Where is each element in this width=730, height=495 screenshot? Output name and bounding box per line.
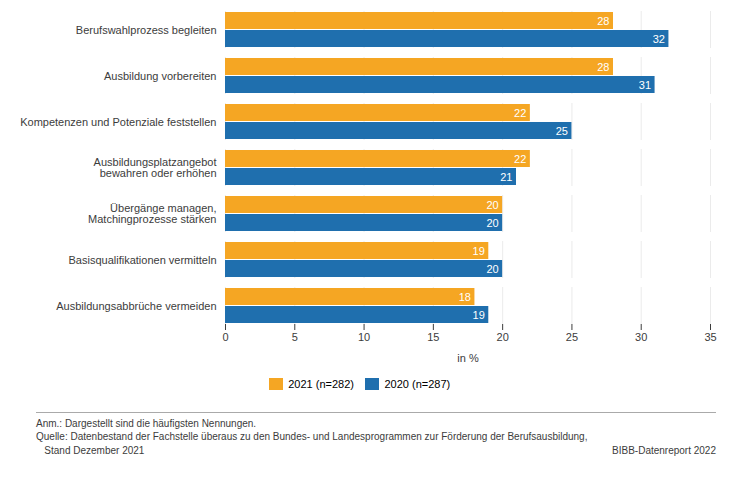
svg-text:Ausbildung vorbereiten: Ausbildung vorbereiten (104, 70, 217, 82)
svg-text:30: 30 (635, 331, 647, 343)
svg-text:Ausbildungsplatzangebotbewahre: Ausbildungsplatzangebotbewahren oder erh… (94, 156, 217, 179)
html-text:2020 (n=287): 2020 (n=287) (384, 377, 451, 390)
svg-text:10: 10 (358, 331, 370, 343)
html-text:Quelle: Datenbestand der Fachs: Quelle: Datenbestand der Fachstelle über… (36, 431, 588, 442)
svg-text:in %: in % (457, 352, 479, 364)
svg-text:20: 20 (486, 263, 498, 275)
svg-text:22: 22 (514, 153, 526, 165)
svg-text:22: 22 (514, 107, 526, 119)
svg-text:25: 25 (556, 125, 568, 137)
svg-text:20: 20 (486, 217, 498, 229)
svg-text:0: 0 (222, 331, 228, 343)
html-text:BIBB-Datenreport 2022: BIBB-Datenreport 2022 (612, 444, 716, 456)
svg-text:18: 18 (459, 291, 471, 303)
html-text:Anm.: Dargestellt sind die häu: Anm.: Dargestellt sind die häufigsten Ne… (36, 417, 257, 429)
svg-text:28: 28 (597, 15, 609, 27)
svg-text:Basisqualifikationen vermittel: Basisqualifikationen vermitteln (69, 254, 217, 266)
svg-text:31: 31 (639, 79, 651, 91)
svg-text:32: 32 (653, 33, 665, 45)
html-text:2021 (n=282): 2021 (n=282) (288, 377, 354, 390)
svg-text:Kompetenzen und Potenziale fes: Kompetenzen und Potenziale feststellen (20, 116, 216, 128)
svg-text:20: 20 (486, 199, 498, 211)
svg-text:25: 25 (566, 331, 578, 343)
svg-text:28: 28 (597, 61, 609, 73)
svg-text:Ausbildungsabbrüche vermeiden: Ausbildungsabbrüche vermeiden (56, 300, 216, 312)
svg-text:5: 5 (292, 331, 298, 343)
svg-text:35: 35 (704, 331, 716, 343)
svg-text:Berufswahlprozess begleiten: Berufswahlprozess begleiten (76, 24, 217, 36)
svg-text:19: 19 (473, 309, 485, 321)
html-text:Stand Dezember 2021: Stand Dezember 2021 (36, 444, 145, 456)
svg-text:15: 15 (427, 331, 439, 343)
svg-text:Übergänge managen,Matchingproz: Übergänge managen,Matchingprozesse stärk… (88, 202, 216, 225)
svg-text:19: 19 (473, 245, 485, 257)
svg-text:20: 20 (497, 331, 509, 343)
svg-text:21: 21 (500, 171, 512, 183)
